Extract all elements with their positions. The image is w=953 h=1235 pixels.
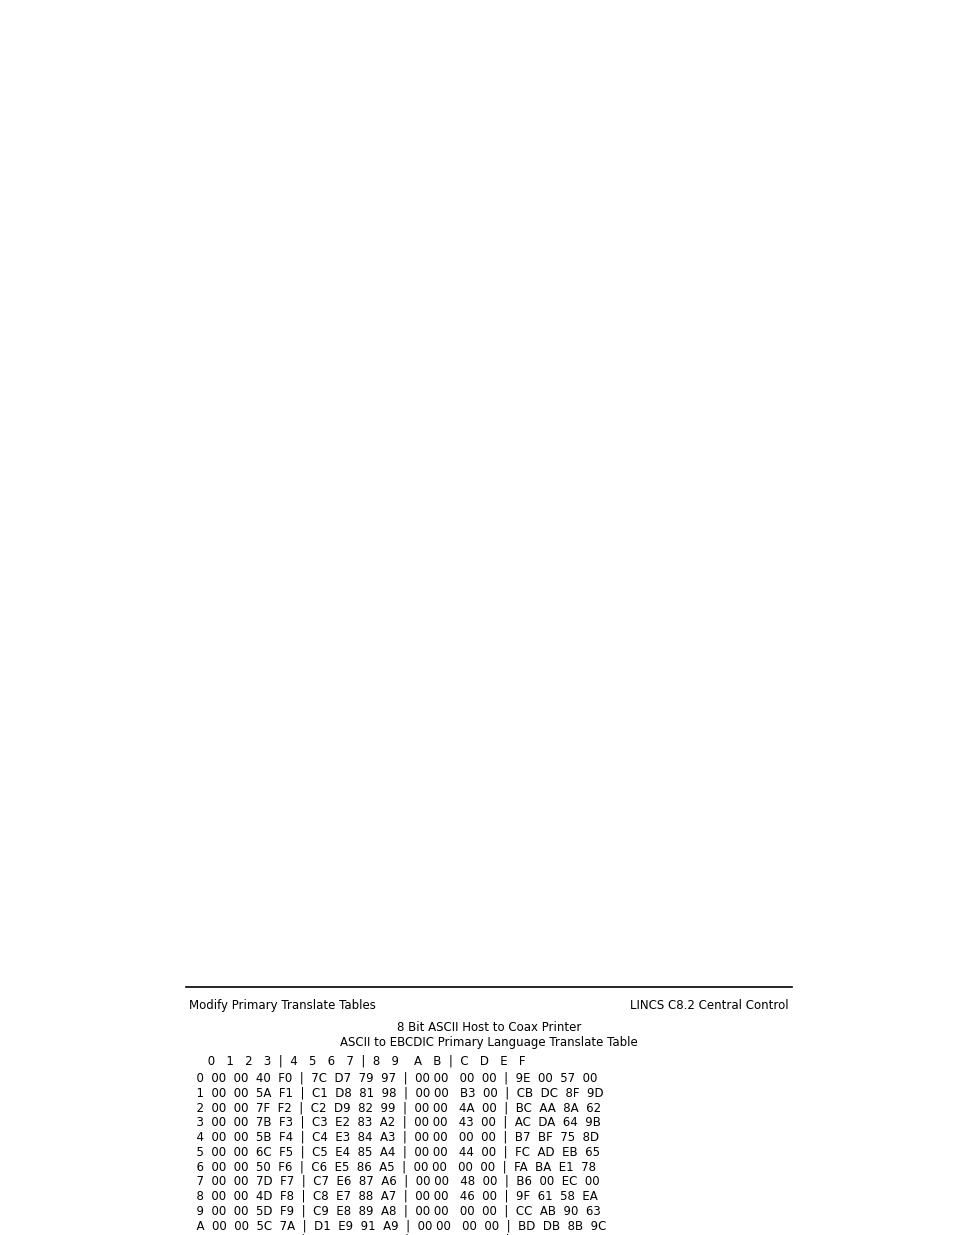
Text: A  00  00  5C  7A  |  D1  E9  91  A9  |  00 00   00  00  |  BD  DB  8B  9C: A 00 00 5C 7A | D1 E9 91 A9 | 00 00 00 0… <box>190 1219 606 1233</box>
Text: 7  00  00  7D  F7  |  C7  E6  87  A6  |  00 00   48  00  |  B6  00  EC  00: 7 00 00 7D F7 | C7 E6 87 A6 | 00 00 48 0… <box>190 1174 599 1188</box>
Text: 9  00  00  5D  F9  |  C9  E8  89  A8  |  00 00   00  00  |  CC  AB  90  63: 9 00 00 5D F9 | C9 E8 89 A8 | 00 00 00 0… <box>190 1204 600 1218</box>
Text: 1  00  00  5A  F1  |  C1  D8  81  98  |  00 00   B3  00  |  CB  DC  8F  9D: 1 00 00 5A F1 | C1 D8 81 98 | 00 00 B3 0… <box>190 1087 603 1099</box>
Text: 8  00  00  4D  F8  |  C8  E7  88  A7  |  00 00   46  00  |  9F  61  58  EA: 8 00 00 4D F8 | C8 E7 88 A7 | 00 00 46 0… <box>190 1189 598 1203</box>
Text: 2  00  00  7F  F2  |  C2  D9  82  99  |  00 00   4A  00  |  BC  AA  8A  62: 2 00 00 7F F2 | C2 D9 82 99 | 00 00 4A 0… <box>190 1102 601 1114</box>
Text: 0   1   2   3  |  4   5   6   7  |  8   9    A   B  |  C   D   E   F: 0 1 2 3 | 4 5 6 7 | 8 9 A B | C D E F <box>190 1055 525 1068</box>
Text: 4  00  00  5B  F4  |  C4  E3  84  A3  |  00 00   00  00  |  B7  BF  75  8D: 4 00 00 5B F4 | C4 E3 84 A3 | 00 00 00 0… <box>190 1131 599 1144</box>
Text: 8 Bit ASCII Host to Coax Printer: 8 Bit ASCII Host to Coax Printer <box>396 1021 580 1034</box>
Text: 6  00  00  50  F6  |  C6  E5  86  A5  |  00 00   00  00  |  FA  BA  E1  78: 6 00 00 50 F6 | C6 E5 86 A5 | 00 00 00 0… <box>190 1160 596 1173</box>
Text: 5  00  00  6C  F5  |  C5  E4  85  A4  |  00 00   44  00  |  FC  AD  EB  65: 5 00 00 6C F5 | C5 E4 85 A4 | 00 00 44 0… <box>190 1145 599 1158</box>
Text: 3  00  00  7B  F3  |  C3  E2  83  A2  |  00 00   43  00  |  AC  DA  64  9B: 3 00 00 7B F3 | C3 E2 83 A2 | 00 00 43 0… <box>190 1116 600 1129</box>
Text: 0  00  00  40  F0  |  7C  D7  79  97  |  00 00   00  00  |  9E  00  57  00: 0 00 00 40 F0 | 7C D7 79 97 | 00 00 00 0… <box>190 1072 598 1084</box>
Text: ASCII to EBCDIC Primary Language Translate Table: ASCII to EBCDIC Primary Language Transla… <box>339 1036 638 1049</box>
Text: Modify Primary Translate Tables: Modify Primary Translate Tables <box>190 999 376 1011</box>
Text: LINCS C8.2 Central Control: LINCS C8.2 Central Control <box>629 999 787 1011</box>
